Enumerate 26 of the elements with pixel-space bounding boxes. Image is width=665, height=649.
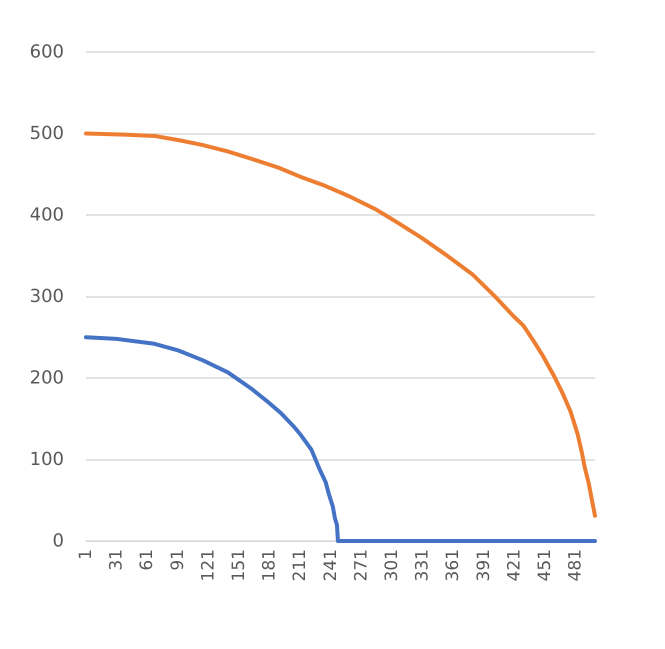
x-tick-label: 451 (535, 549, 556, 582)
line-series (84, 335, 597, 543)
y-tick-label: 0 (52, 530, 64, 552)
x-tick-label: 361 (443, 549, 464, 582)
y-tick-label: 600 (30, 42, 64, 62)
x-tick-label: 241 (320, 549, 341, 582)
x-tick-label: 181 (260, 549, 280, 582)
x-tick-label: 301 (382, 549, 402, 582)
x-tick-label: 31 (106, 549, 127, 571)
y-tick-label: 200 (30, 368, 64, 388)
x-tick-label: 391 (474, 549, 494, 582)
line-series (84, 132, 597, 518)
x-tick-label: 91 (168, 549, 188, 571)
y-tick-label: 100 (30, 449, 64, 470)
x-tick-label: 121 (198, 549, 218, 582)
x-tick-label: 271 (351, 549, 372, 582)
y-tick-label: 300 (30, 286, 64, 307)
x-tick-label: 481 (566, 549, 586, 582)
x-tick-label: 211 (290, 549, 310, 582)
y-tick-label: 500 (30, 123, 64, 144)
y-tick-label: 400 (30, 204, 64, 226)
x-tick-label: 1 (76, 549, 96, 560)
x-tick-label: 331 (412, 549, 433, 582)
x-tick-label: 61 (137, 549, 158, 571)
x-tick-label: 421 (504, 549, 524, 582)
x-tick-label: 151 (229, 549, 250, 582)
